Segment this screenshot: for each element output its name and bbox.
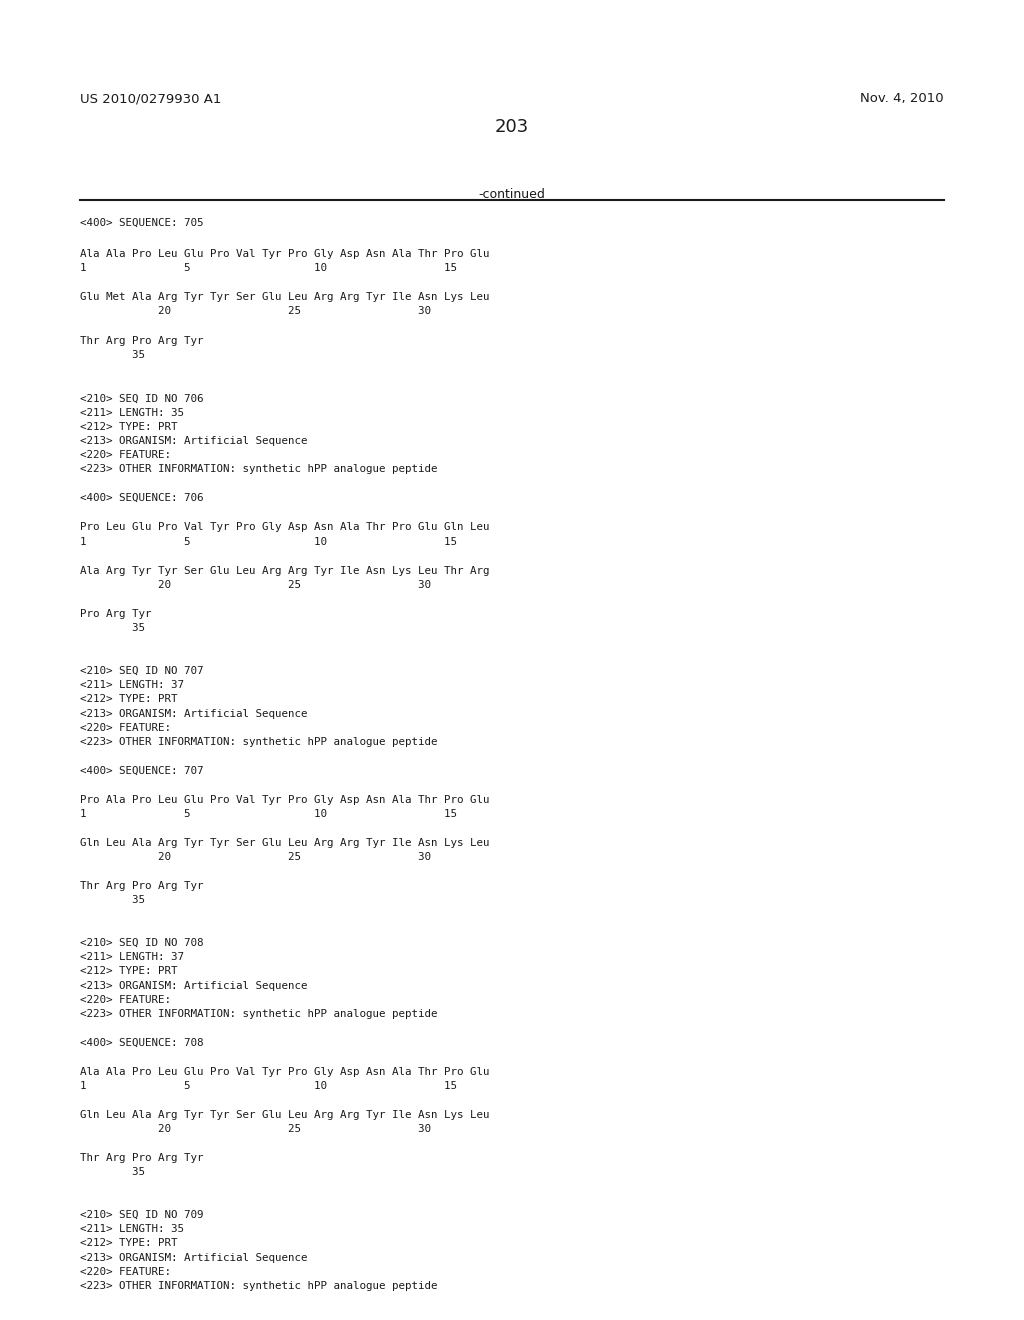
Text: <220> FEATURE:: <220> FEATURE: [80, 723, 171, 733]
Text: 20                  25                  30: 20 25 30 [80, 1125, 431, 1134]
Text: Ala Arg Tyr Tyr Ser Glu Leu Arg Arg Tyr Ile Asn Lys Leu Thr Arg: Ala Arg Tyr Tyr Ser Glu Leu Arg Arg Tyr … [80, 566, 489, 576]
Text: <211> LENGTH: 37: <211> LENGTH: 37 [80, 680, 184, 690]
Text: Ala Ala Pro Leu Glu Pro Val Tyr Pro Gly Asp Asn Ala Thr Pro Glu: Ala Ala Pro Leu Glu Pro Val Tyr Pro Gly … [80, 1067, 489, 1077]
Text: Pro Ala Pro Leu Glu Pro Val Tyr Pro Gly Asp Asn Ala Thr Pro Glu: Pro Ala Pro Leu Glu Pro Val Tyr Pro Gly … [80, 795, 489, 805]
Text: 1               5                   10                  15: 1 5 10 15 [80, 809, 457, 818]
Text: <400> SEQUENCE: 707: <400> SEQUENCE: 707 [80, 766, 204, 776]
Text: US 2010/0279930 A1: US 2010/0279930 A1 [80, 92, 221, 106]
Text: <212> TYPE: PRT: <212> TYPE: PRT [80, 1238, 177, 1247]
Text: <213> ORGANISM: Artificial Sequence: <213> ORGANISM: Artificial Sequence [80, 709, 307, 719]
Text: <211> LENGTH: 35: <211> LENGTH: 35 [80, 1224, 184, 1234]
Text: <212> TYPE: PRT: <212> TYPE: PRT [80, 422, 177, 432]
Text: <400> SEQUENCE: 705: <400> SEQUENCE: 705 [80, 218, 204, 228]
Text: <223> OTHER INFORMATION: synthetic hPP analogue peptide: <223> OTHER INFORMATION: synthetic hPP a… [80, 737, 437, 747]
Text: Pro Arg Tyr: Pro Arg Tyr [80, 609, 152, 619]
Text: <210> SEQ ID NO 707: <210> SEQ ID NO 707 [80, 667, 204, 676]
Text: <213> ORGANISM: Artificial Sequence: <213> ORGANISM: Artificial Sequence [80, 981, 307, 991]
Text: <220> FEATURE:: <220> FEATURE: [80, 995, 171, 1005]
Text: <210> SEQ ID NO 709: <210> SEQ ID NO 709 [80, 1210, 204, 1220]
Text: Ala Ala Pro Leu Glu Pro Val Tyr Pro Gly Asp Asn Ala Thr Pro Glu: Ala Ala Pro Leu Glu Pro Val Tyr Pro Gly … [80, 249, 489, 259]
Text: <211> LENGTH: 35: <211> LENGTH: 35 [80, 408, 184, 418]
Text: Gln Leu Ala Arg Tyr Tyr Ser Glu Leu Arg Arg Tyr Ile Asn Lys Leu: Gln Leu Ala Arg Tyr Tyr Ser Glu Leu Arg … [80, 838, 489, 847]
Text: 35: 35 [80, 895, 145, 906]
Text: 35: 35 [80, 623, 145, 634]
Text: <220> FEATURE:: <220> FEATURE: [80, 450, 171, 459]
Text: Gln Leu Ala Arg Tyr Tyr Ser Glu Leu Arg Arg Tyr Ile Asn Lys Leu: Gln Leu Ala Arg Tyr Tyr Ser Glu Leu Arg … [80, 1110, 489, 1119]
Text: Thr Arg Pro Arg Tyr: Thr Arg Pro Arg Tyr [80, 880, 204, 891]
Text: 20                  25                  30: 20 25 30 [80, 579, 431, 590]
Text: 20                  25                  30: 20 25 30 [80, 851, 431, 862]
Text: -continued: -continued [478, 187, 546, 201]
Text: 20                  25                  30: 20 25 30 [80, 306, 431, 315]
Text: 1               5                   10                  15: 1 5 10 15 [80, 537, 457, 546]
Text: <223> OTHER INFORMATION: synthetic hPP analogue peptide: <223> OTHER INFORMATION: synthetic hPP a… [80, 465, 437, 474]
Text: 35: 35 [80, 1167, 145, 1177]
Text: <210> SEQ ID NO 708: <210> SEQ ID NO 708 [80, 939, 204, 948]
Text: Nov. 4, 2010: Nov. 4, 2010 [860, 92, 944, 106]
Text: 1               5                   10                  15: 1 5 10 15 [80, 263, 457, 273]
Text: 35: 35 [80, 350, 145, 360]
Text: <223> OTHER INFORMATION: synthetic hPP analogue peptide: <223> OTHER INFORMATION: synthetic hPP a… [80, 1280, 437, 1291]
Text: Glu Met Ala Arg Tyr Tyr Ser Glu Leu Arg Arg Tyr Ile Asn Lys Leu: Glu Met Ala Arg Tyr Tyr Ser Glu Leu Arg … [80, 292, 489, 302]
Text: <213> ORGANISM: Artificial Sequence: <213> ORGANISM: Artificial Sequence [80, 436, 307, 446]
Text: <213> ORGANISM: Artificial Sequence: <213> ORGANISM: Artificial Sequence [80, 1253, 307, 1263]
Text: 1               5                   10                  15: 1 5 10 15 [80, 1081, 457, 1092]
Text: <211> LENGTH: 37: <211> LENGTH: 37 [80, 952, 184, 962]
Text: Thr Arg Pro Arg Tyr: Thr Arg Pro Arg Tyr [80, 337, 204, 346]
Text: <220> FEATURE:: <220> FEATURE: [80, 1267, 171, 1276]
Text: Pro Leu Glu Pro Val Tyr Pro Gly Asp Asn Ala Thr Pro Glu Gln Leu: Pro Leu Glu Pro Val Tyr Pro Gly Asp Asn … [80, 521, 489, 532]
Text: 203: 203 [495, 117, 529, 136]
Text: <210> SEQ ID NO 706: <210> SEQ ID NO 706 [80, 393, 204, 404]
Text: <400> SEQUENCE: 706: <400> SEQUENCE: 706 [80, 492, 204, 503]
Text: <223> OTHER INFORMATION: synthetic hPP analogue peptide: <223> OTHER INFORMATION: synthetic hPP a… [80, 1008, 437, 1019]
Text: <400> SEQUENCE: 708: <400> SEQUENCE: 708 [80, 1038, 204, 1048]
Text: <212> TYPE: PRT: <212> TYPE: PRT [80, 966, 177, 975]
Text: Thr Arg Pro Arg Tyr: Thr Arg Pro Arg Tyr [80, 1152, 204, 1163]
Text: <212> TYPE: PRT: <212> TYPE: PRT [80, 694, 177, 704]
